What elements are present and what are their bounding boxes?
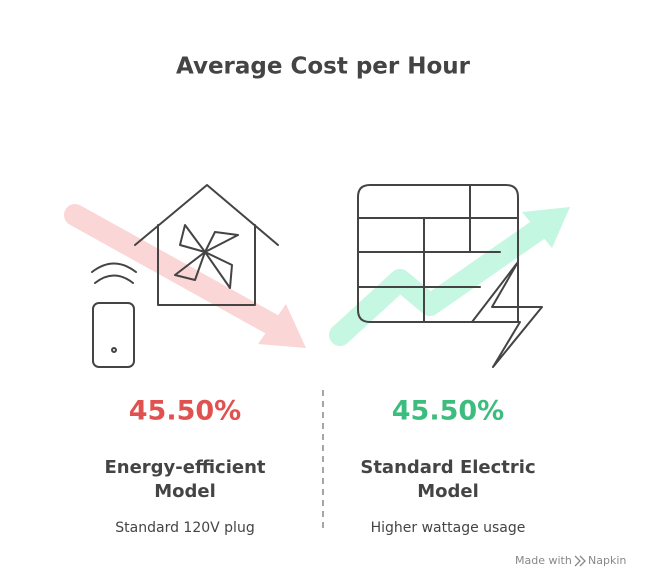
columns: 45.50% Energy-efficient Model Standard 120V… [104,396,535,537]
label: Standard Electric [360,457,535,478]
value: 45.50% [129,396,241,427]
footer-brand: Napkin [588,554,626,567]
title: Average Cost per Hour [176,54,471,80]
label: Model [417,481,479,502]
napkin-logo [574,555,586,567]
value: 45.50% [392,396,504,427]
label: Energy-efficient [104,457,265,478]
label: Model [154,481,216,502]
description: Higher wattage usage [371,520,526,536]
description: Standard 120V plug [115,520,254,536]
standard-electric-icon [329,184,570,368]
energy-efficient-icon [64,184,306,368]
footer-prefix: Made with [515,554,572,567]
